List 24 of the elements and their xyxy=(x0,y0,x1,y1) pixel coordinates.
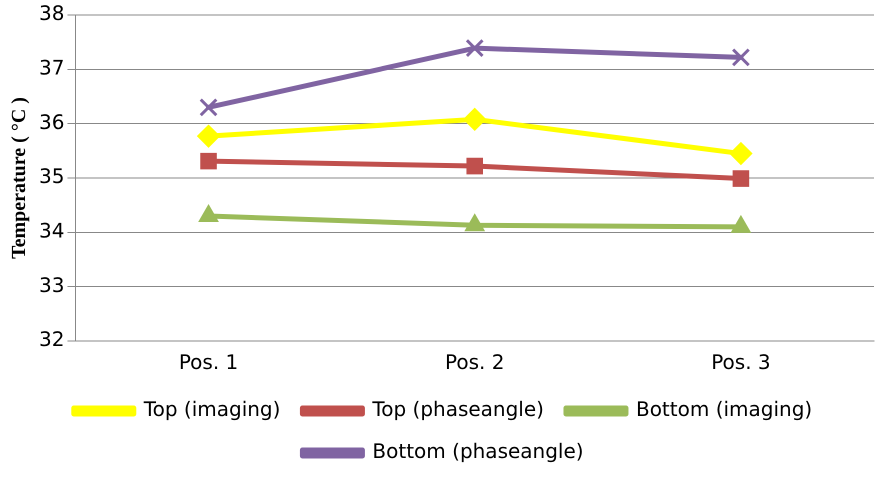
y-tick-label: 32 xyxy=(38,327,64,352)
legend-label: Bottom (imaging) xyxy=(636,397,812,422)
legend-label: Top (phaseangle) xyxy=(371,397,544,422)
point xyxy=(466,158,484,174)
legend-label: Top (imaging) xyxy=(142,397,280,422)
y-axis-title: Temperature ( °C ) xyxy=(8,97,30,259)
y-tick-label: 37 xyxy=(38,56,64,80)
x-tick-label: Pos. 1 xyxy=(178,350,238,374)
point xyxy=(463,108,486,131)
point xyxy=(732,170,750,187)
y-tick-label: 34 xyxy=(38,218,64,243)
point xyxy=(729,142,752,166)
x-tick-label: Pos. 3 xyxy=(711,350,771,374)
point xyxy=(200,152,217,170)
point xyxy=(732,48,750,67)
y-tick-label: 36 xyxy=(38,110,64,134)
y-tick-label: 35 xyxy=(38,164,64,188)
x-tick-label: Pos. 2 xyxy=(445,350,504,374)
point xyxy=(465,38,484,58)
y-tick-label: 38 xyxy=(38,1,64,26)
y-tick-label: 33 xyxy=(38,272,64,297)
legend-label: Bottom (phaseangle) xyxy=(372,439,584,464)
point xyxy=(197,124,220,148)
point xyxy=(199,98,218,117)
